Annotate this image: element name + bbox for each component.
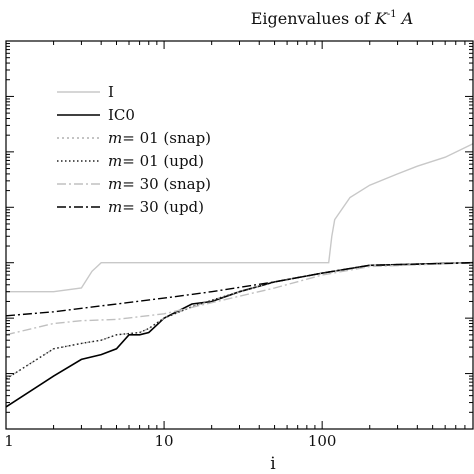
series-line-0 [6, 143, 474, 293]
legend-label-1: IC0 [108, 106, 135, 124]
series-layer [5, 143, 474, 408]
series-line-1 [5, 261, 474, 408]
title-sup: -1 [387, 9, 397, 20]
legend-label-0: I [108, 83, 114, 101]
legend-label-m: m [108, 152, 122, 170]
legend-label-5: m= 30 (upd) [108, 198, 204, 216]
x-tick-label: 10 [155, 432, 174, 450]
legend-label-rest: = 30 (snap) [122, 175, 211, 193]
legend-label-m: m [108, 198, 122, 216]
x-tick-label: 1 [4, 432, 14, 450]
legend-label-3: m= 01 (upd) [108, 152, 204, 170]
axis-layer: 1 10 100 [4, 40, 474, 450]
title-k: K [374, 9, 388, 28]
legend-label-rest: = 01 (upd) [122, 152, 204, 170]
title-prefix: Eigenvalues of [251, 9, 375, 28]
series-line-3 [5, 262, 474, 380]
x-axis-label: i [270, 454, 276, 474]
series-line-5 [5, 262, 474, 317]
legend-box [53, 79, 204, 217]
legend-label-2: m= 01 (snap) [108, 129, 211, 147]
title-a: A [397, 9, 414, 28]
chart-title: Eigenvalues of K-1 A [251, 9, 414, 28]
legend-label-rest: = 30 (upd) [122, 198, 204, 216]
series-line-4 [5, 262, 474, 336]
legend-label-4: m= 30 (snap) [108, 175, 211, 193]
legend-label-m: m [108, 129, 122, 147]
x-tick-label: 100 [308, 432, 337, 450]
legend-label-m: m [108, 175, 122, 193]
legend-label-rest: = 01 (snap) [122, 129, 211, 147]
